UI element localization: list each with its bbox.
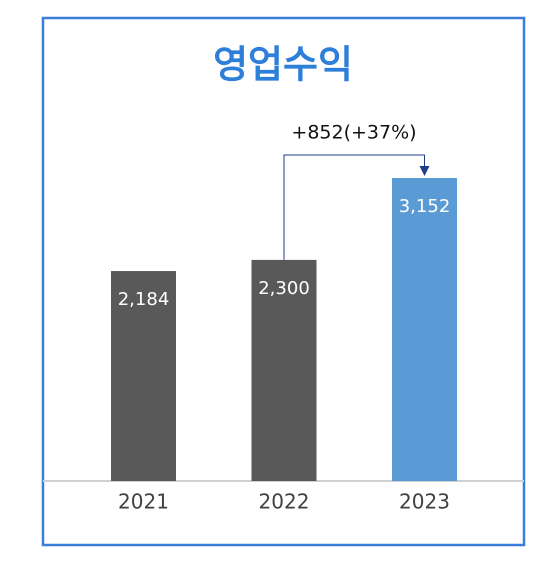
chart-title: 영업수익 [213, 43, 353, 87]
bar [111, 271, 176, 481]
bar [251, 259, 317, 481]
value-label: 3,152 [399, 196, 451, 217]
x-tick-label: 2021 [118, 490, 169, 514]
value-label: 2,184 [118, 289, 170, 310]
annotation: +852(+37%) [291, 122, 416, 144]
x-tick-label: 2023 [399, 490, 450, 514]
bar [392, 178, 457, 481]
annotation-arrow [419, 166, 430, 176]
annotation-connector [283, 154, 425, 260]
x-tick-label: 2022 [259, 490, 310, 514]
value-label: 2,300 [258, 278, 310, 299]
